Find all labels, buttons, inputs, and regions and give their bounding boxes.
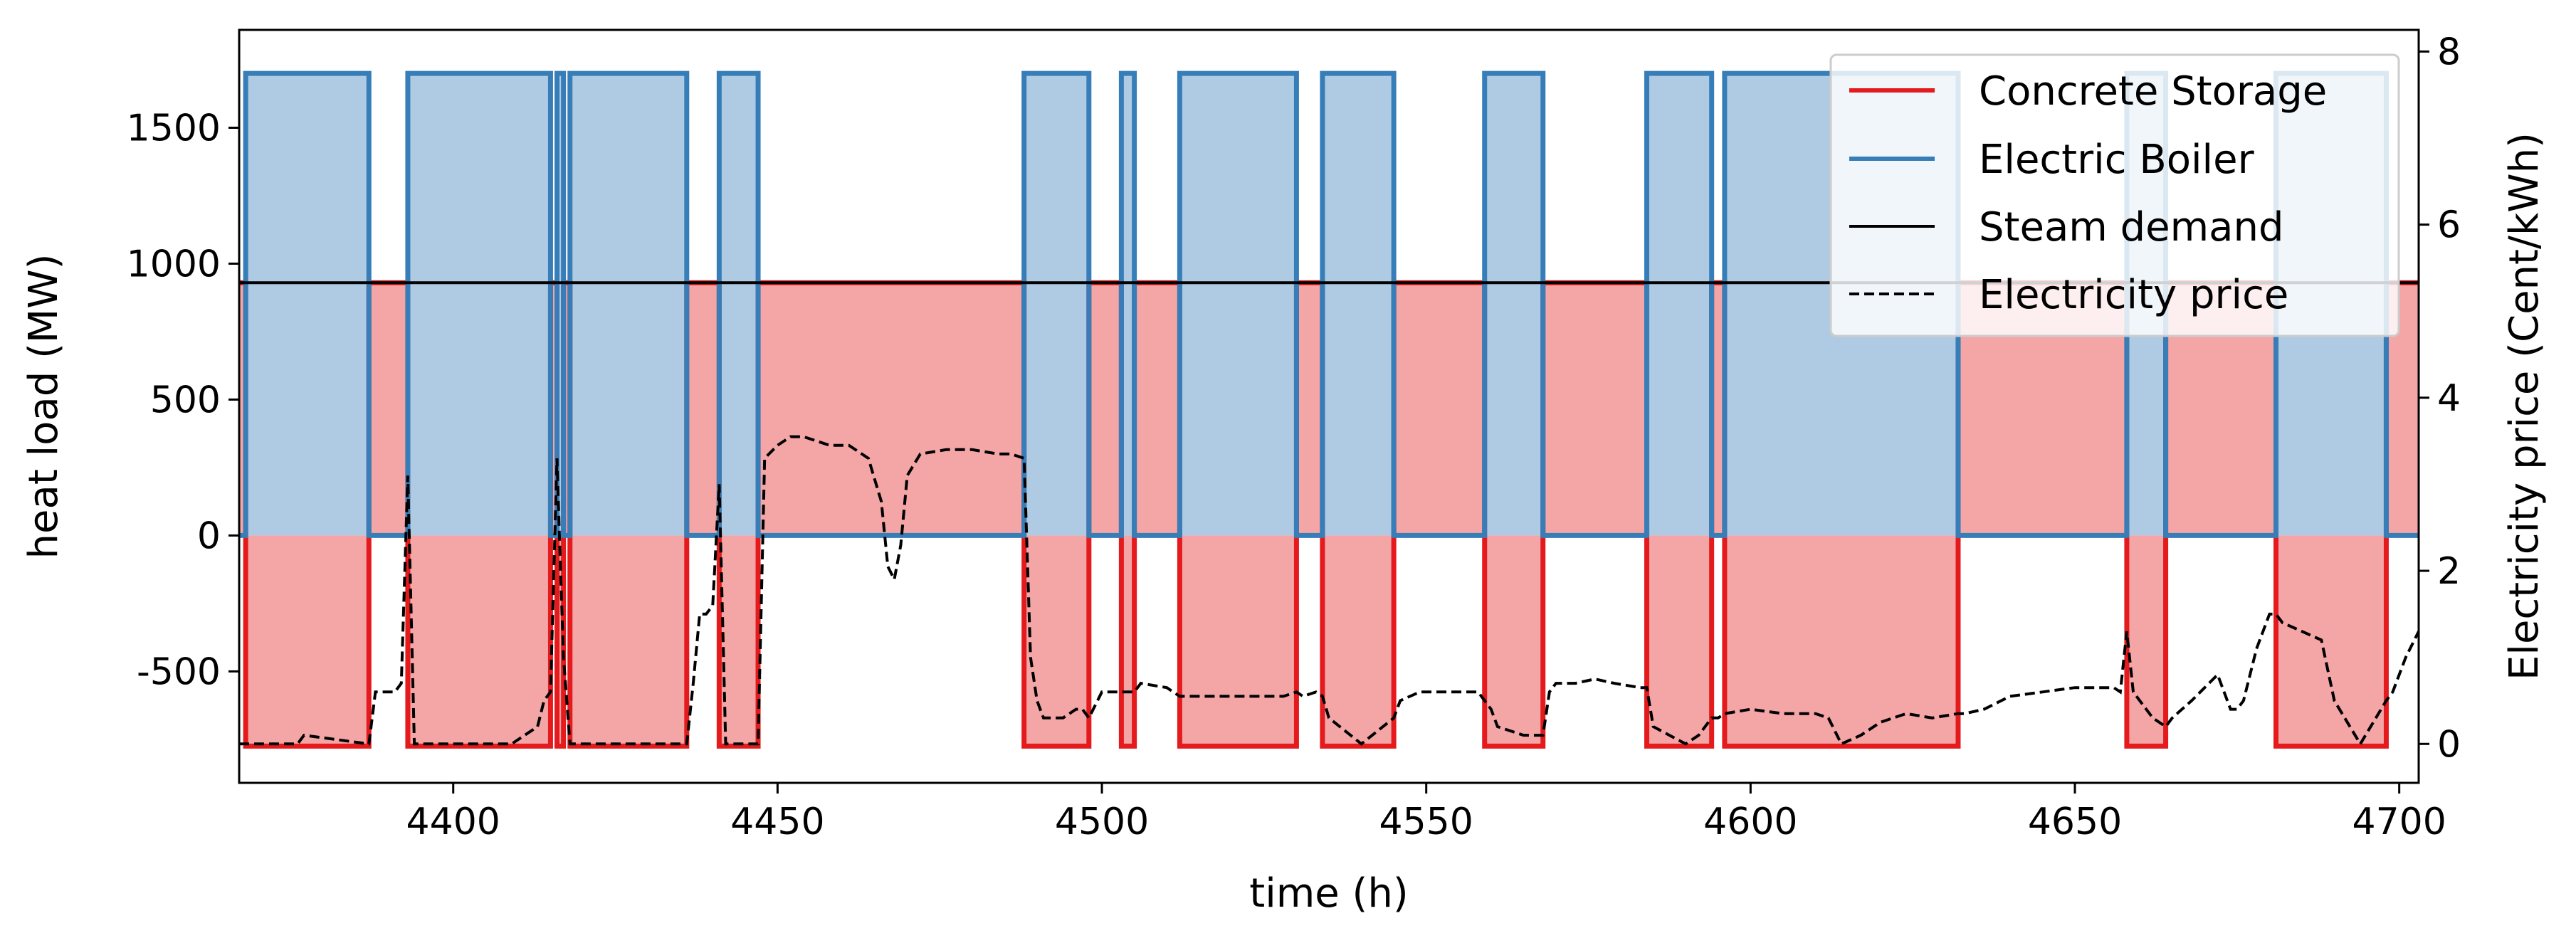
storage-discharge-area bbox=[686, 283, 720, 536]
y-tick-label: 0 bbox=[197, 515, 221, 557]
storage-discharge-area bbox=[369, 283, 408, 536]
y-tick-label: 1000 bbox=[127, 243, 221, 285]
storage-discharge-area bbox=[1088, 283, 1122, 536]
legend-label-concrete-storage: Concrete Storage bbox=[1979, 68, 2327, 115]
y-axis-label: heat load (MW) bbox=[21, 254, 67, 559]
storage-discharge-area bbox=[758, 283, 1024, 536]
boiler-area bbox=[1024, 73, 1089, 536]
storage-discharge-area bbox=[1711, 283, 1725, 536]
storage-discharge-area bbox=[1296, 283, 1323, 536]
y2-tick-label: 0 bbox=[2437, 723, 2461, 766]
boiler-area bbox=[1121, 73, 1135, 536]
storage-charge-area bbox=[1024, 535, 1089, 747]
storage-charge-area bbox=[1484, 535, 1543, 747]
y-tick-label: 1500 bbox=[127, 107, 221, 150]
x-tick-label: 4500 bbox=[1055, 801, 1149, 843]
x-tick-label: 4650 bbox=[2028, 801, 2122, 843]
y-tick-label: 500 bbox=[150, 379, 221, 421]
y2-axis-label: Electricity price (Cent/kWh) bbox=[2501, 132, 2548, 680]
legend-label-electricity-price: Electricity price bbox=[1979, 272, 2288, 318]
storage-charge-area bbox=[1121, 535, 1135, 747]
storage-charge-area bbox=[1179, 535, 1297, 747]
plot-frame bbox=[238, 28, 2420, 784]
storage-discharge-area bbox=[1542, 283, 1647, 536]
boiler-area bbox=[569, 73, 687, 536]
storage-discharge-area bbox=[239, 283, 246, 536]
storage-charge-area bbox=[1646, 535, 1712, 747]
y2-tick-label: 8 bbox=[2437, 31, 2461, 73]
y2-tick-label: 6 bbox=[2437, 204, 2461, 247]
boiler-area bbox=[1179, 73, 1297, 536]
storage-charge-area bbox=[246, 535, 369, 747]
storage-discharge-area bbox=[550, 283, 557, 536]
legend-box bbox=[1829, 53, 2400, 337]
storage-discharge-area bbox=[1394, 283, 1485, 536]
x-tick-label: 4600 bbox=[1703, 801, 1797, 843]
storage-charge-area bbox=[1724, 535, 1958, 747]
axes: 4400 4450 4500 4550 4600 4650 4700 1500 1000 500 0… bbox=[127, 31, 2461, 843]
legend: Concrete Storage Electric Boiler Steam d… bbox=[1829, 53, 2400, 337]
boiler-area bbox=[719, 73, 759, 536]
storage-charge-area bbox=[2126, 535, 2166, 747]
x-tick-label: 4450 bbox=[730, 801, 824, 843]
storage-charge-area bbox=[407, 535, 551, 747]
x-axis-label: time (h) bbox=[1249, 870, 1409, 917]
boiler-area bbox=[1484, 73, 1543, 536]
storage-charge-area bbox=[569, 535, 687, 747]
x-tick-label: 4550 bbox=[1379, 801, 1473, 843]
storage-charge-area bbox=[557, 535, 564, 747]
legend-label-steam-demand: Steam demand bbox=[1979, 204, 2284, 251]
boiler-area bbox=[246, 73, 369, 536]
storage-discharge-area bbox=[563, 283, 570, 536]
electricity-price-line bbox=[239, 435, 2420, 747]
x-tick-label: 4400 bbox=[406, 801, 500, 843]
boiler-area bbox=[407, 73, 551, 536]
y2-tick-label: 4 bbox=[2437, 377, 2461, 420]
y-tick-label: -500 bbox=[137, 650, 221, 693]
storage-charge-area bbox=[2276, 535, 2387, 747]
legend-label-electric-boiler: Electric Boiler bbox=[1979, 137, 2255, 183]
storage-charge-area bbox=[1322, 535, 1394, 747]
boiler-area bbox=[1646, 73, 1712, 536]
y2-tick-label: 2 bbox=[2437, 550, 2461, 593]
boiler-area bbox=[557, 73, 564, 536]
storage-discharge-area bbox=[1134, 283, 1180, 536]
x-tick-label: 4700 bbox=[2352, 801, 2446, 843]
boiler-area bbox=[1322, 73, 1394, 536]
